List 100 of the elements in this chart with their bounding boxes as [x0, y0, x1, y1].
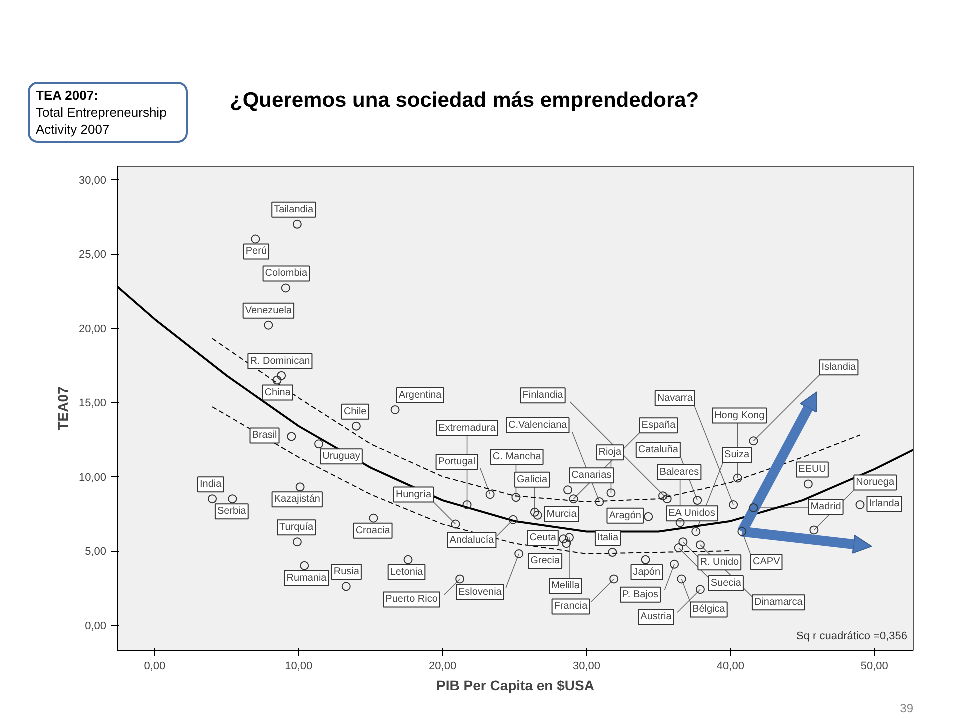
- annotation: R. Dominican: [250, 356, 310, 367]
- point: [658, 492, 668, 501]
- annotation: Aragón: [609, 510, 642, 522]
- point: [559, 534, 568, 544]
- annotation: EA Unidos: [668, 508, 716, 520]
- annotation: Canarias: [572, 470, 612, 482]
- annotation: C.Valenciana: [508, 420, 568, 432]
- x-tick-label: 30,00: [572, 660, 601, 672]
- annotation: EEUU: [798, 464, 826, 476]
- annotation: España: [642, 420, 676, 432]
- annotation: China: [264, 387, 292, 398]
- annotation: Letonia: [390, 566, 424, 578]
- point: [810, 526, 819, 535]
- annotation: Islandia: [822, 362, 857, 374]
- point: [678, 538, 688, 547]
- point: [564, 533, 574, 542]
- annotation: Cataluña: [638, 444, 679, 456]
- y-tick-label: 20,00: [78, 323, 107, 336]
- annotation: Turquía: [280, 522, 314, 534]
- point: [674, 544, 684, 553]
- annotation: Hong Kong: [714, 410, 765, 422]
- point: [514, 550, 524, 558]
- y-tick-label: 30,00: [78, 174, 107, 187]
- annotation: Tailandia: [274, 204, 314, 216]
- point: [272, 376, 282, 385]
- annotation: Hungría: [396, 489, 432, 500]
- annotation: Ceuta: [530, 532, 557, 544]
- point: [696, 540, 705, 550]
- point: [462, 500, 472, 510]
- point: [512, 493, 521, 502]
- point: [677, 574, 686, 584]
- point: [208, 494, 217, 504]
- annotation: Rusia: [334, 566, 360, 578]
- point: [287, 432, 296, 442]
- point: [562, 539, 572, 548]
- annotation: Baleares: [660, 466, 700, 478]
- annotation: Melilla: [552, 580, 580, 592]
- annotation: Kazajistán: [274, 494, 320, 506]
- point: [292, 220, 302, 229]
- annotation: Chile: [344, 406, 368, 418]
- point: [404, 555, 413, 564]
- point: [281, 284, 290, 293]
- point: [641, 555, 650, 564]
- annotation: Eslovenia: [458, 586, 502, 598]
- point: [733, 474, 742, 483]
- point: [696, 585, 705, 594]
- point: [228, 494, 238, 504]
- point: [595, 498, 604, 507]
- annotation: Suiza: [724, 450, 750, 461]
- annotation: Colombia: [265, 268, 308, 280]
- annotation: Puerto Rico: [386, 594, 438, 606]
- annotation: India: [200, 479, 222, 490]
- point: [456, 574, 465, 584]
- point: [804, 480, 813, 489]
- annotation: Italia: [597, 532, 620, 544]
- x-tick-label: 0,00: [144, 660, 166, 672]
- annotation: Portugal: [438, 456, 476, 468]
- annotation: Croacia: [356, 525, 391, 536]
- x-tick-label: 50,00: [860, 660, 888, 672]
- chart-title: ¿Queremos una sociedad más emprendedora?: [230, 88, 700, 114]
- annotation: Venezuela: [245, 305, 292, 316]
- point: [670, 560, 680, 569]
- point: [369, 514, 378, 523]
- point: [251, 234, 260, 244]
- point: [300, 561, 310, 570]
- point: [644, 512, 654, 522]
- point: [662, 494, 672, 504]
- annotation: Rumania: [286, 572, 328, 584]
- point: [352, 422, 361, 431]
- point: [676, 518, 685, 528]
- annotation: Serbia: [217, 506, 247, 518]
- y-tick-label: 10,00: [78, 472, 107, 484]
- point: [564, 486, 573, 495]
- annotation: Argentina: [398, 390, 442, 401]
- annotation: Austria: [640, 612, 672, 623]
- annotation: C. Mancha: [492, 452, 542, 463]
- annotation: Rioja: [598, 447, 622, 458]
- x-axis-title: PIB Per Capita en $USA: [436, 678, 594, 694]
- annotation: Grecia: [530, 556, 560, 567]
- annotation: Irlanda: [869, 498, 900, 510]
- point: [342, 582, 351, 592]
- point: [749, 436, 758, 446]
- y-tick-label: 15,00: [78, 398, 107, 410]
- point: [390, 405, 400, 414]
- annotation: CAPV: [753, 556, 781, 568]
- point: [277, 371, 286, 380]
- point: [693, 496, 702, 506]
- point: [692, 527, 701, 536]
- point: [608, 548, 618, 558]
- annotation: Murcia: [546, 508, 578, 520]
- annotation: Perú: [246, 246, 268, 258]
- point: [264, 320, 274, 330]
- text: 39: [900, 702, 914, 716]
- x-tick-label: 40,00: [716, 660, 744, 672]
- y-axis-title: TEA07: [54, 386, 71, 430]
- y-tick-label: 0,00: [85, 620, 107, 632]
- annotation: Galicia: [517, 474, 548, 486]
- point: [738, 527, 747, 536]
- x-tick-label: 10,00: [285, 660, 313, 672]
- y-tick-label: 25,00: [78, 249, 107, 262]
